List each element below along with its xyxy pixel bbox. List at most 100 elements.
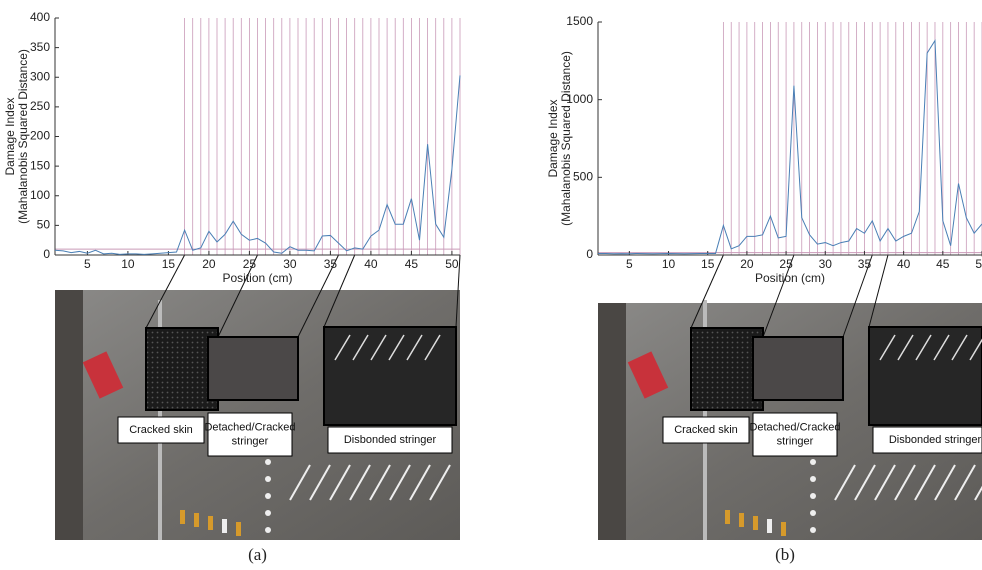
y-tick-label: 250 (30, 99, 50, 113)
inset-hatch (352, 334, 369, 361)
caption: Detached/Cracked (749, 421, 840, 433)
x-tick-label: 50 (445, 257, 459, 271)
x-tick-label: 45 (405, 257, 419, 271)
photo-dot (265, 459, 271, 465)
photo-hatch (854, 464, 876, 501)
photo-strip (598, 303, 626, 540)
y-tick-label: 350 (30, 40, 50, 54)
connector (762, 254, 795, 338)
caption: Detached/Cracked (204, 421, 295, 433)
inset-hatch (969, 338, 982, 361)
x-tick-label: 40 (897, 257, 911, 271)
y-tick-label: 0 (586, 247, 593, 261)
x-tick-label: 50 (975, 257, 982, 271)
photo-hatch (349, 464, 371, 501)
photo-stripe (236, 522, 241, 536)
inset-hatch (879, 334, 896, 361)
connector (145, 254, 186, 329)
y-axis-label: Damage Index (3, 97, 17, 175)
inset-hatch (388, 334, 405, 361)
y-tick-label: 500 (573, 170, 593, 184)
inset-photo (323, 326, 457, 426)
x-tick-label: 20 (202, 257, 216, 271)
photo-hatch (329, 464, 351, 501)
caption-box (752, 412, 838, 457)
x-tick-label: 30 (819, 257, 833, 271)
photo-stripe (180, 510, 185, 524)
photo-dot (810, 493, 816, 499)
data-line (598, 39, 982, 255)
x-tick-label: 15 (162, 257, 176, 271)
data-line (54, 75, 461, 255)
y-tick-label: 0 (43, 247, 50, 261)
photo-stripe (208, 516, 213, 530)
y-tick-label: 150 (30, 158, 50, 172)
photo-stripe (725, 510, 730, 524)
caption-box (207, 412, 293, 457)
photo-dot (265, 527, 271, 533)
x-tick-label: 25 (779, 257, 793, 271)
inset-hatch (406, 334, 423, 361)
photo-device (627, 351, 669, 399)
photo-dot (810, 476, 816, 482)
photo-stripe (753, 516, 758, 530)
caption-box (872, 426, 982, 454)
photo-hatch (309, 464, 331, 501)
panel-label: (a) (248, 545, 267, 564)
connector (323, 254, 356, 328)
connector (297, 254, 339, 338)
inset-hatch (897, 334, 914, 361)
connector (455, 254, 461, 328)
photo-stripe (767, 519, 772, 533)
y-axis-label: (Mahalanobis Squared Distance) (16, 49, 30, 224)
panel-label: (b) (775, 545, 795, 564)
y-tick-label: 1500 (566, 14, 593, 28)
photo-device (82, 351, 124, 399)
inset-photo (868, 326, 982, 426)
photo-dot (810, 459, 816, 465)
x-tick-label: 45 (936, 257, 950, 271)
photo-hatch (934, 464, 956, 501)
connector (217, 254, 258, 338)
y-tick-label: 50 (37, 218, 51, 232)
photo-hatch (954, 464, 976, 501)
photo-stripe (781, 522, 786, 536)
inset-hatch (370, 334, 387, 361)
caption: Cracked skin (674, 424, 738, 436)
photo-hatch (389, 464, 411, 501)
y-tick-label: 1000 (566, 92, 593, 106)
photo-hatch (409, 464, 431, 501)
photo-hatch (369, 464, 391, 501)
x-tick-label: 15 (701, 257, 715, 271)
x-tick-label: 20 (740, 257, 754, 271)
y-tick-label: 100 (30, 188, 50, 202)
photo-dot (810, 510, 816, 516)
inset-photo (752, 336, 844, 401)
inset-hatch (424, 334, 441, 361)
photo-hatch (894, 464, 916, 501)
inset-hatch (915, 334, 932, 361)
caption-box (117, 416, 205, 444)
x-tick-label: 10 (662, 257, 676, 271)
x-axis-label: Position (cm) (755, 271, 825, 285)
photo-stripe (739, 513, 744, 527)
photo-hatch (429, 464, 451, 501)
photo-hatch (834, 464, 856, 501)
caption: Cracked skin (129, 424, 193, 436)
photo-hatch (874, 464, 896, 501)
inset-hatch (933, 334, 950, 361)
photo-hatch (289, 464, 311, 501)
caption-box (662, 416, 750, 444)
y-tick-label: 200 (30, 129, 50, 143)
x-tick-label: 40 (364, 257, 378, 271)
caption: stringer (777, 435, 814, 447)
caption-box (327, 426, 453, 454)
y-axis-label: Damage Index (546, 99, 560, 177)
x-tick-label: 10 (121, 257, 135, 271)
photo-dot (265, 510, 271, 516)
connector (868, 254, 889, 328)
x-tick-label: 5 (626, 257, 633, 271)
x-tick-label: 5 (84, 257, 91, 271)
inset-hatch (334, 334, 351, 361)
